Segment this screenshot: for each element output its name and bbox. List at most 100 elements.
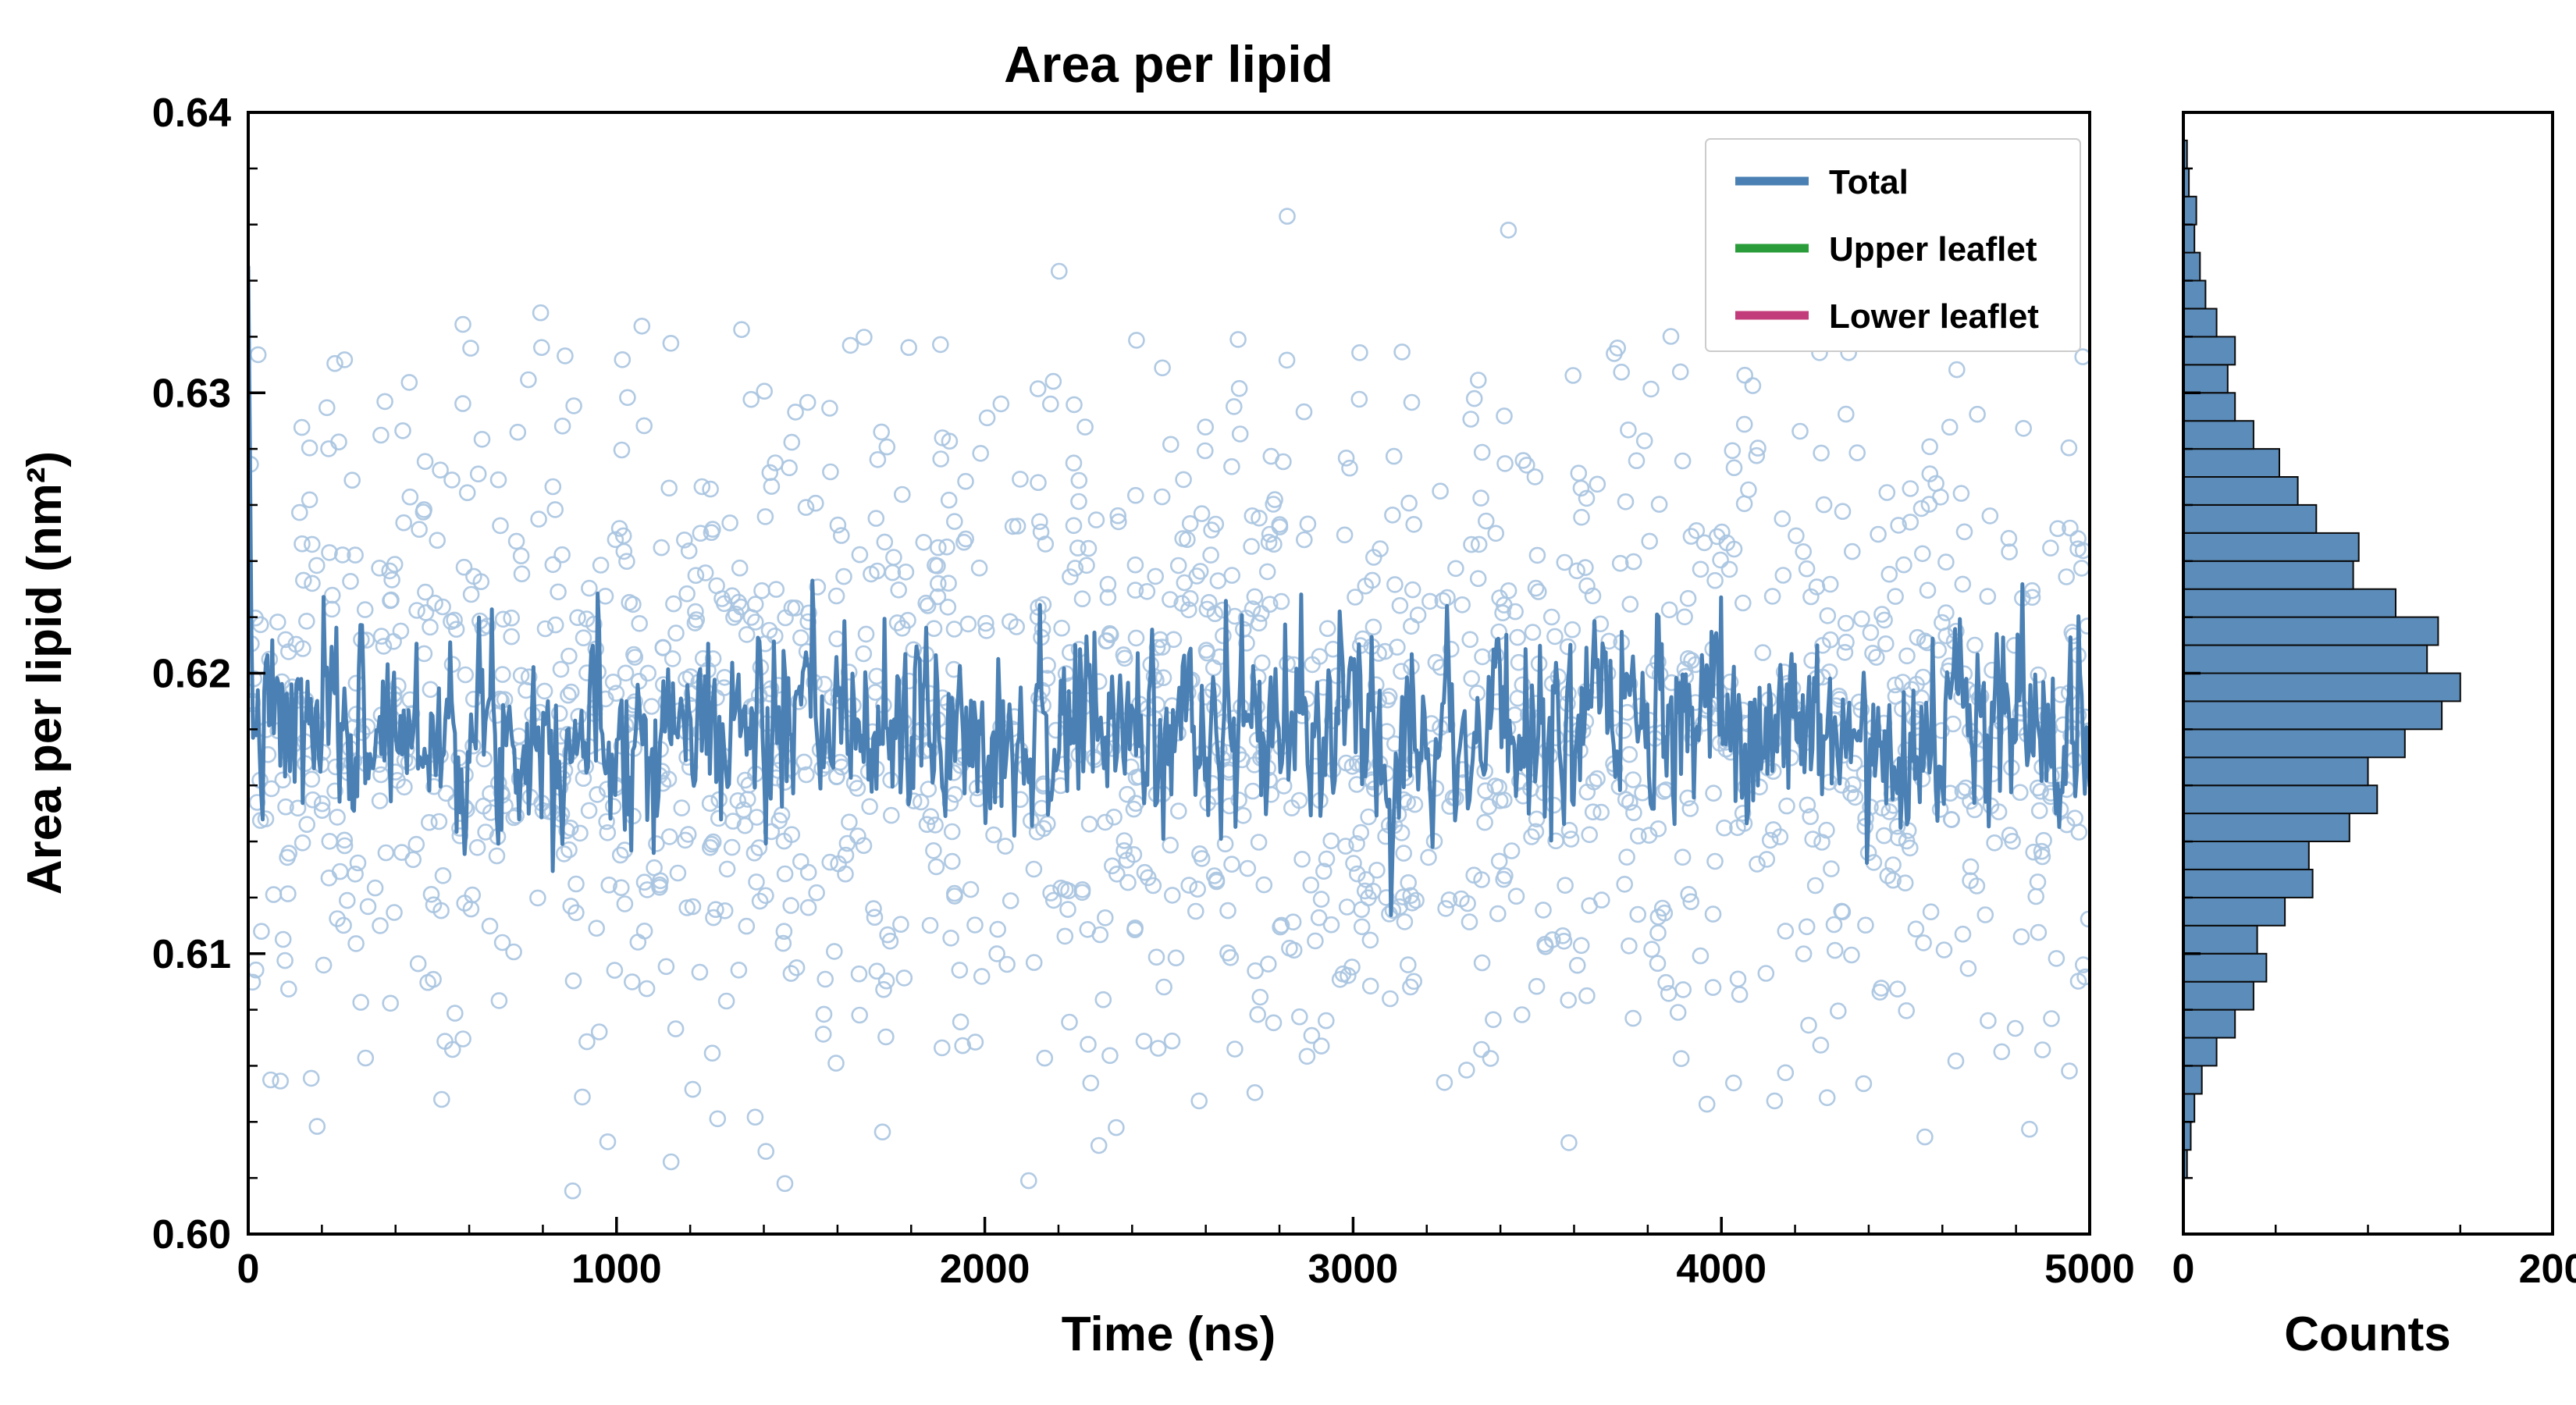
scatter-point: [1253, 605, 1270, 622]
scatter-point: [2006, 1019, 2024, 1037]
scatter-point: [490, 992, 508, 1009]
scatter-point: [787, 599, 804, 617]
scatter-point: [1705, 784, 1722, 802]
scatter-point: [612, 879, 630, 896]
scatter-point: [469, 465, 487, 483]
scatter-point: [1624, 1009, 1642, 1027]
scatter-point: [944, 852, 961, 870]
scatter-point: [457, 666, 475, 684]
legend-label: Total: [1829, 163, 1909, 201]
scatter-point: [1914, 545, 1931, 563]
scatter-point: [1295, 403, 1313, 421]
scatter-point: [1255, 876, 1273, 894]
scatter-point: [294, 535, 311, 553]
scatter-point: [477, 823, 494, 841]
scatter-point: [827, 768, 845, 786]
scatter-point: [877, 972, 895, 990]
scatter-point: [1243, 538, 1260, 555]
scatter-point: [665, 595, 682, 613]
tick-label: 3000: [1308, 1247, 1399, 1292]
scatter-point: [1818, 821, 1835, 839]
scatter-point: [1480, 798, 1498, 815]
scatter-point: [1523, 828, 1540, 845]
scatter-point: [617, 664, 635, 682]
scatter-point: [1682, 528, 1700, 545]
scatter-point: [1584, 587, 1602, 605]
scatter-point: [1692, 560, 1710, 578]
hist-bar: [2183, 223, 2196, 254]
scatter-point: [799, 393, 817, 411]
scatter-point: [585, 615, 603, 633]
scatter-point: [850, 965, 868, 983]
scatter-point: [857, 625, 875, 643]
scatter-point: [1101, 1047, 1119, 1065]
scatter-point: [1871, 984, 1889, 1001]
scatter-point: [1763, 588, 1781, 605]
scatter-point: [1496, 791, 1513, 809]
scatter-point: [1611, 554, 1629, 572]
scatter-point: [1312, 891, 1330, 908]
scatter-point: [1846, 788, 1864, 806]
scatter-point: [1898, 1002, 1915, 1019]
hist-bar: [2183, 1037, 2218, 1067]
scatter-point: [446, 1005, 464, 1022]
hist-bar: [2183, 813, 2350, 842]
scatter-point: [503, 609, 521, 627]
scatter-point: [1231, 425, 1249, 443]
scatter-point: [878, 438, 896, 456]
hist-bar: [2183, 336, 2236, 366]
scatter-point: [1931, 801, 1949, 818]
scatter-point: [1376, 642, 1394, 660]
scatter-point: [372, 426, 390, 444]
scatter-point: [1513, 1006, 1531, 1023]
scatter-point: [1657, 973, 1674, 991]
scatter-point: [1630, 827, 1647, 845]
scatter-point: [829, 516, 847, 534]
scatter-point: [2029, 779, 2047, 797]
scatter-point: [1341, 459, 1358, 477]
scatter-point: [912, 793, 930, 811]
scatter-point: [377, 844, 395, 862]
scatter-point: [1888, 817, 1906, 835]
scatter-point: [1108, 1119, 1125, 1136]
scatter-point: [434, 867, 452, 884]
scatter-point: [1735, 415, 1753, 433]
scatter-point: [1716, 819, 1733, 837]
scatter-point: [1470, 372, 1487, 389]
scatter-point: [1660, 601, 1678, 619]
scatter-point: [1135, 1033, 1153, 1050]
hist-bar: [2183, 308, 2218, 338]
scatter-point: [1731, 986, 1749, 1003]
scatter-point: [1097, 813, 1114, 831]
scatter-point: [1800, 1016, 1817, 1034]
scatter-point: [1229, 331, 1247, 348]
scatter-point: [957, 472, 974, 490]
scatter-point: [1662, 328, 1680, 345]
scatter-point: [1485, 1011, 1502, 1029]
scatter-point: [1798, 560, 1816, 578]
scatter-point: [1806, 877, 1824, 895]
scatter-point: [326, 354, 343, 372]
scatter-point: [600, 877, 618, 894]
scatter-point: [1628, 452, 1646, 470]
scatter-point: [855, 837, 873, 854]
scatter-point: [507, 532, 525, 550]
scatter-point: [1896, 874, 1914, 891]
scatter-point: [927, 858, 945, 876]
scatter-point: [616, 895, 634, 912]
scatter-point: [1813, 444, 1830, 462]
scatter-point: [648, 835, 665, 852]
scatter-point: [1352, 823, 1370, 841]
main-tick-labels: 0 1000 2000 3000 4000 5000 0.60 0.61 0.62 0.63 0.6…: [152, 91, 2135, 1292]
scatter-point: [1470, 535, 1488, 553]
scatter-point: [1649, 924, 1667, 941]
scatter-point: [604, 798, 622, 815]
scatter-point: [1034, 621, 1051, 638]
scatter-point: [454, 315, 471, 333]
scatter-point: [1671, 363, 1689, 381]
scatter-point: [1298, 1048, 1316, 1065]
scatter-point: [849, 827, 866, 845]
scatter-point: [1822, 631, 1839, 649]
scatter-point: [1724, 442, 1742, 460]
scatter-point: [2069, 530, 2087, 547]
